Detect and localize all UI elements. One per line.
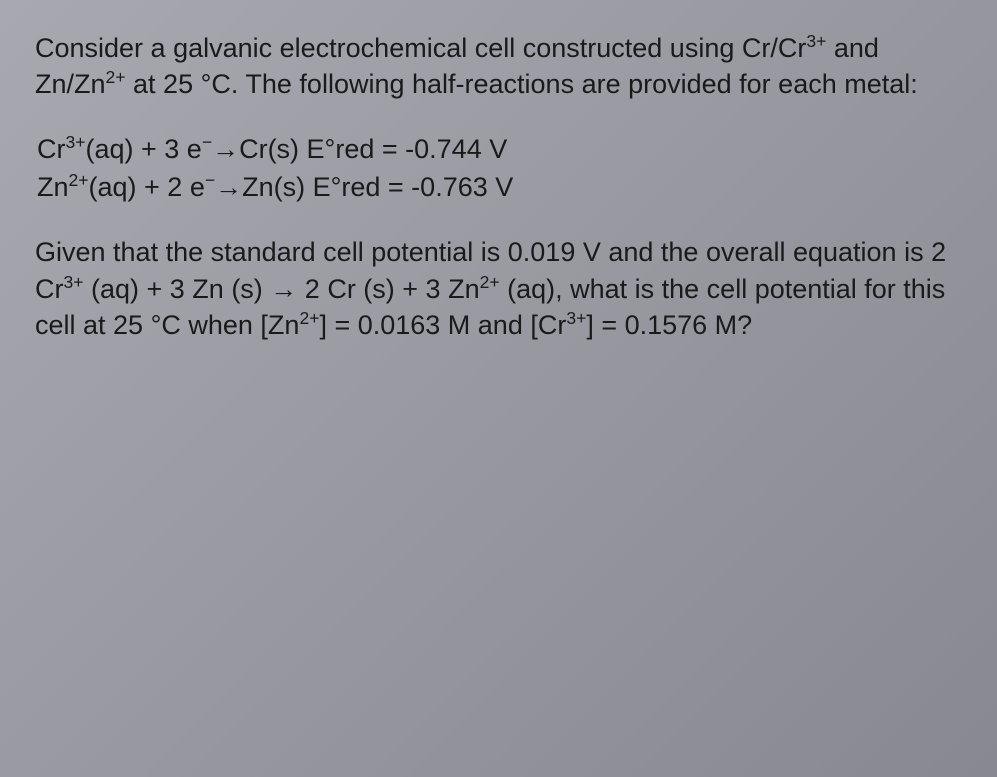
q-text-5: ] = 0.1576 M?	[586, 310, 752, 340]
q-sup-4: 3+	[566, 308, 586, 328]
r1-product: Cr(s) E°red = -0.744 V	[239, 134, 507, 164]
r1-neg: −	[202, 132, 212, 152]
r2-neg: −	[205, 170, 215, 190]
intro-paragraph: Consider a galvanic electrochemical cell…	[35, 30, 962, 103]
r2-charge: 2+	[69, 170, 89, 190]
reaction-cr: Cr3+(aq) + 3 e− → Cr(s) E°red = -0.744 V	[37, 131, 962, 169]
q-sup-2: 2+	[480, 272, 500, 292]
question-content: Consider a galvanic electrochemical cell…	[35, 30, 962, 344]
q-text-4: ] = 0.0163 M and [Cr	[319, 310, 566, 340]
q-text-2: (aq) + 3 Zn (s) → 2 Cr (s) + 3 Zn	[84, 274, 480, 304]
r1-species: Cr	[37, 134, 66, 164]
r1-charge: 3+	[66, 132, 86, 152]
intro-text-3: at 25 °C. The following half-reactions a…	[126, 69, 918, 99]
question-paragraph: Given that the standard cell potential i…	[35, 234, 962, 343]
q-sup-3: 2+	[299, 308, 319, 328]
zn-charge: 2+	[106, 67, 126, 87]
half-reactions: Cr3+(aq) + 3 e− → Cr(s) E°red = -0.744 V…	[37, 131, 962, 207]
r2-arrow: →	[215, 169, 242, 207]
r1-phase: (aq) + 3 e	[86, 134, 202, 164]
r2-phase: (aq) + 2 e	[89, 172, 205, 202]
q-sup-1: 3+	[64, 272, 84, 292]
reaction-zn: Zn2+(aq) + 2 e− → Zn(s) E°red = -0.763 V	[37, 169, 962, 207]
r1-arrow: →	[212, 131, 239, 169]
r2-species: Zn	[37, 172, 69, 202]
r2-product: Zn(s) E°red = -0.763 V	[242, 172, 513, 202]
cr-charge: 3+	[806, 31, 826, 51]
intro-text-1: Consider a galvanic electrochemical cell…	[35, 33, 806, 63]
